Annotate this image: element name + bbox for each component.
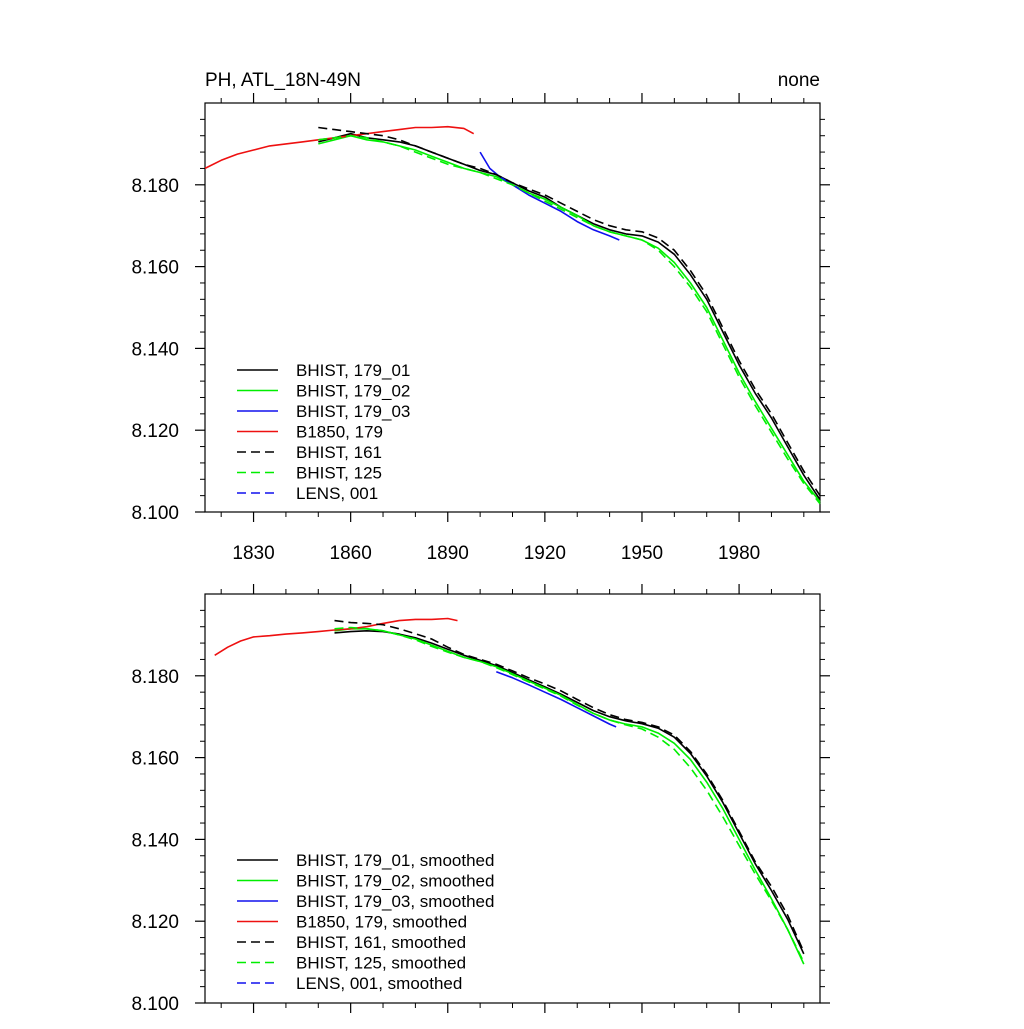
x-tick-label: 1830 [232,543,274,564]
x-tick-label: 1890 [427,543,469,564]
series-line-3 [214,617,458,656]
series-line-5 [334,626,805,963]
y-tick-label: 8.140 [131,830,179,851]
x-tick-label: 1950 [621,543,663,564]
chart-title-left: PH, ATL_18N-49N [205,70,361,91]
y-tick-label: 8.100 [131,503,179,524]
y-tick-label: 8.100 [131,994,179,1015]
y-tick-label: 8.140 [131,339,179,360]
x-tick-label: 1920 [524,543,566,564]
chart-panel-bottom: 8.100 8.120 8.140 8.160 8.180 BHIST, 179_01, … [131,584,830,1015]
legend-entry: LENS, 001, smoothed [296,974,462,993]
x-tick-label: 1860 [330,543,372,564]
legend-entry: B1850, 179, smoothed [296,913,467,932]
legend-entry: BHIST, 179_01, smoothed [296,851,494,870]
y-tick-label: 8.160 [131,258,179,279]
y-tick-label: 8.180 [131,176,179,197]
legend-entry: BHIST, 161 [296,443,382,462]
legend-entry: BHIST, 179_01 [296,361,410,380]
legend-entry: BHIST, 125, smoothed [296,954,466,973]
legend-entry: BHIST, 179_02 [296,382,410,401]
series-line-3 [204,125,475,170]
chart-title-right: none [778,70,820,91]
series-line-2 [496,670,617,728]
y-tick-label: 8.120 [131,912,179,933]
series-line-1 [318,134,821,503]
series-line-0 [334,630,805,955]
legend-entry: B1850, 179 [296,423,383,442]
legend-entry: BHIST, 161, smoothed [296,933,466,952]
legend-entry: LENS, 001 [296,484,378,503]
legend-entry: BHIST, 125 [296,464,382,483]
legend-entry: BHIST, 179_03, smoothed [296,892,494,911]
series-line-4 [334,619,805,953]
series-line-0 [318,132,821,501]
series-line-1 [334,628,805,965]
chart-panel-top: 1830 1860 1890 1920 1950 1980 8.100 8.120 8.140 8… [131,93,830,564]
y-tick-label: 8.180 [131,667,179,688]
legend-entry: BHIST, 179_03 [296,402,410,421]
legend-entry: BHIST, 179_02, smoothed [296,872,494,891]
x-tick-label: 1980 [718,543,760,564]
series-line-5 [318,134,821,505]
series-line-4 [318,126,821,497]
y-tick-label: 8.120 [131,421,179,442]
y-tick-label: 8.160 [131,749,179,770]
